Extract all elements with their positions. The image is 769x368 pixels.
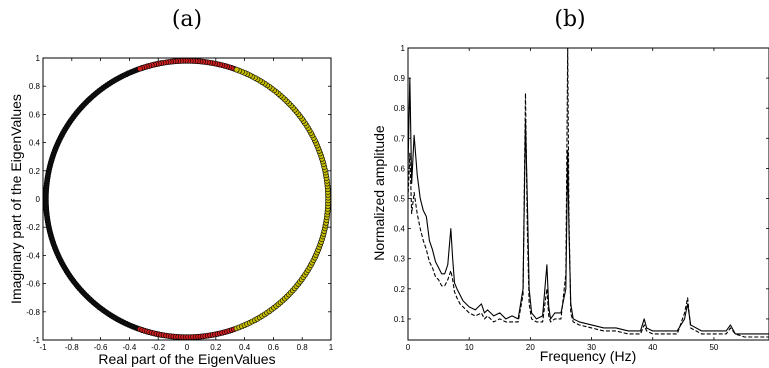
panel-b-xtick-label: 10: [465, 343, 474, 352]
panel-a-ytick-label: -0.4: [26, 251, 40, 260]
panel-b-ytick-label: 1: [401, 44, 406, 53]
panel-b-ytick-label: 0.4: [394, 225, 406, 234]
panel-a-ylabel: Imaginary part of the EigenValues: [8, 94, 24, 304]
panel-a-xtick-label: 0.2: [210, 343, 222, 352]
eigenvalue-point: [233, 66, 240, 73]
spectrum-line-dashed: [407, 47, 769, 338]
panel-b-ytick-label: 0.1: [394, 315, 406, 324]
panel-b-ylabel: Normalized amplitude: [371, 125, 387, 261]
panel-a-xtick-label: -0.2: [151, 343, 165, 352]
panel-a-xtick-label: -0.6: [94, 343, 108, 352]
panel-b-ytick-label: 0.8: [394, 104, 406, 113]
panel-a-points: [42, 57, 332, 341]
panel-b-axes-frame: [407, 47, 769, 341]
eigenvalue-point: [136, 65, 143, 72]
panel-a-ytick-label: 1: [36, 54, 41, 63]
panel-b-xtick-label: 50: [709, 343, 718, 352]
panel-a: (a) -1 -0.8 -0.6 -0.4 -0.2 0 0.2 0.4 0.6 0.8 1 -1 -0…: [8, 7, 334, 367]
panel-b-xtick-label: 40: [648, 343, 657, 352]
panel-a-ytick-label: 0.8: [29, 82, 41, 91]
panel-a-ytick-label: 0: [36, 195, 41, 204]
panel-a-label: (a): [172, 7, 202, 32]
panel-b-ytick-label: 0.6: [394, 164, 406, 173]
panel-a-ytick-label: -0.6: [26, 280, 40, 289]
panel-a-xtick-label: -1: [39, 343, 47, 352]
panel-a-xtick-label: 1: [329, 343, 334, 352]
panel-a-ytick-label: 0.4: [29, 139, 41, 148]
panel-b: (b) 0 10 20 30 40 500.10.20.30.40.50.60.70.80…: [371, 7, 769, 364]
panel-a-xtick-label: 0.4: [239, 343, 251, 352]
panel-b-lines: [407, 47, 769, 338]
panel-a-ticks: -1 -0.8 -0.6 -0.4 -0.2 0 0.2 0.4 0.6 0.8 1 -1 -0.8 -0…: [26, 54, 334, 352]
panel-a-xtick-label: 0: [185, 343, 190, 352]
panel-b-ytick-label: 0.3: [394, 255, 406, 264]
spectrum-line-solid: [407, 77, 769, 335]
panel-a-ytick-label: 0.2: [29, 167, 41, 176]
panel-b-xlabel: Frequency (Hz): [540, 348, 636, 364]
panel-b-ytick-label: 0.2: [394, 285, 406, 294]
panel-a-xtick-label: 0.6: [268, 343, 280, 352]
panel-a-xtick-label: 0.8: [297, 343, 309, 352]
panel-a-ytick-label: -0.8: [26, 308, 40, 317]
panel-b-ytick-label: 0.5: [394, 195, 406, 204]
panel-a-axes-frame: [42, 57, 332, 341]
panel-b-label: (b): [554, 7, 585, 32]
panel-b-xtick-label: 20: [526, 343, 535, 352]
panel-a-xlabel: Real part of the EigenValues: [98, 351, 275, 367]
panel-a-ytick-label: -0.2: [26, 223, 40, 232]
panel-a-ytick-label: 0.6: [29, 110, 41, 119]
panel-a-xtick-label: -0.8: [65, 343, 79, 352]
panel-b-xtick-label: 30: [587, 343, 596, 352]
panel-b-ytick-label: 0.7: [394, 134, 406, 143]
panel-b-ytick-label: 0.9: [394, 74, 406, 83]
panel-a-ytick-label: -1: [33, 336, 41, 345]
panel-b-xtick-label: 0: [406, 343, 411, 352]
panel-b-ticks: 0 10 20 30 40 50 0.1 0.2 0.3 0.4 0.5 0.6 0.7 0.8 0.9 1: [394, 44, 769, 352]
panel-a-xtick-label: -0.4: [123, 343, 137, 352]
